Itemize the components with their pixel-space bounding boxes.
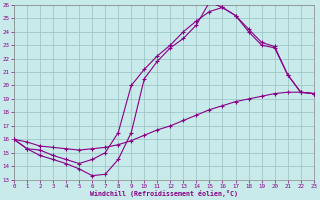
X-axis label: Windchill (Refroidissement éolien,°C): Windchill (Refroidissement éolien,°C) — [90, 190, 238, 197]
